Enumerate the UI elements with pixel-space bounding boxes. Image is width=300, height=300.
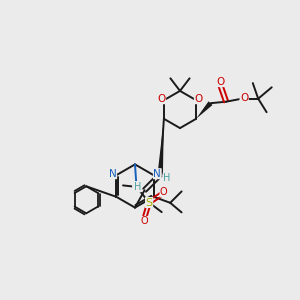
Text: O: O (217, 76, 225, 87)
Text: O: O (240, 93, 248, 103)
Text: O: O (140, 216, 148, 226)
Text: S: S (146, 197, 153, 208)
Text: O: O (194, 94, 202, 104)
Text: H: H (134, 182, 142, 192)
Text: O: O (158, 94, 166, 104)
Text: H: H (163, 173, 170, 183)
Text: N: N (133, 182, 140, 192)
Text: O: O (160, 187, 168, 197)
Polygon shape (158, 119, 164, 175)
Polygon shape (196, 101, 212, 119)
Text: N: N (109, 169, 117, 179)
Text: N: N (153, 169, 161, 179)
